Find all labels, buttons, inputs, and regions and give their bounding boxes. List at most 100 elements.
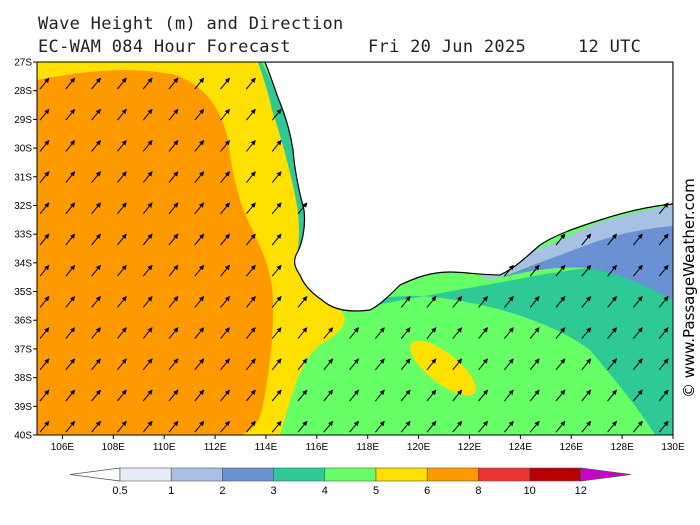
direction-arrow xyxy=(555,389,566,402)
lat-tick-label: 31S xyxy=(14,172,32,183)
direction-arrow xyxy=(91,77,101,90)
direction-arrow xyxy=(246,140,256,152)
direction-arrow xyxy=(142,264,153,277)
lon-tick-label: 116E xyxy=(306,442,329,453)
direction-arrow xyxy=(246,171,256,183)
direction-arrow xyxy=(607,296,617,308)
lat-tick-label: 40S xyxy=(14,431,32,442)
direction-arrow xyxy=(194,233,205,246)
direction-arrow xyxy=(452,358,463,371)
direction-arrow xyxy=(39,202,50,215)
direction-arrow xyxy=(65,358,76,371)
direction-arrow xyxy=(504,452,513,463)
direction-arrow xyxy=(39,358,50,371)
wave-band-1-2m xyxy=(480,205,673,280)
direction-arrow xyxy=(581,358,592,371)
direction-arrow xyxy=(221,452,230,463)
direction-arrow xyxy=(581,327,592,339)
direction-arrow xyxy=(350,452,359,463)
direction-arrow xyxy=(658,327,669,339)
direction-arrow xyxy=(117,327,127,339)
legend-swatch xyxy=(375,467,428,482)
direction-arrow xyxy=(65,108,76,121)
direction-arrow xyxy=(142,171,153,183)
direction-arrow xyxy=(194,389,205,402)
direction-arrow xyxy=(658,233,669,246)
direction-arrow xyxy=(39,264,50,277)
direction-arrow xyxy=(246,108,256,121)
direction-arrow xyxy=(194,327,205,339)
direction-arrow xyxy=(246,327,256,339)
direction-arrow xyxy=(91,140,101,152)
lat-tick-label: 34S xyxy=(14,258,32,269)
direction-arrow xyxy=(194,420,205,433)
australia-landmass xyxy=(264,62,673,312)
direction-arrow xyxy=(400,358,411,371)
direction-arrow xyxy=(555,327,566,339)
direction-arrow xyxy=(142,327,153,339)
direction-arrow xyxy=(529,296,540,308)
direction-arrow xyxy=(246,296,256,308)
direction-arrow xyxy=(168,264,179,277)
direction-arrow xyxy=(426,358,437,371)
direction-arrow xyxy=(323,420,334,433)
direction-arrow xyxy=(427,452,436,463)
legend-swatch xyxy=(170,467,223,482)
legend-label: 3 xyxy=(271,485,277,497)
direction-arrow xyxy=(349,327,359,339)
direction-arrow xyxy=(426,296,437,308)
direction-arrow xyxy=(607,233,617,246)
direction-arrow xyxy=(271,327,282,339)
lon-tick-label: 128E xyxy=(610,442,634,453)
direction-arrow xyxy=(65,77,76,90)
direction-arrow xyxy=(607,420,617,433)
direction-arrow xyxy=(220,358,230,371)
direction-arrow xyxy=(271,358,282,371)
direction-arrow xyxy=(297,358,308,371)
direction-arrow xyxy=(581,233,592,246)
direction-arrow xyxy=(685,109,694,120)
lon-tick-label: 114E xyxy=(255,442,278,453)
direction-arrow xyxy=(39,389,50,402)
lat-tick-label: 30S xyxy=(14,144,32,155)
direction-arrow xyxy=(685,452,694,463)
direction-arrow xyxy=(91,420,101,433)
direction-arrow xyxy=(39,296,50,308)
direction-arrow xyxy=(349,358,359,371)
direction-arrow xyxy=(39,171,50,183)
direction-arrow xyxy=(246,233,256,246)
direction-arrow xyxy=(555,296,566,308)
wave-band-3-4m xyxy=(350,260,673,435)
direction-arrow xyxy=(633,296,643,308)
direction-arrow xyxy=(530,452,539,463)
lon-tick-label: 122E xyxy=(458,442,482,453)
direction-arrow xyxy=(555,264,566,277)
latitude-axis: 27S 28S 29S 30S 31S 32S 33S 34S 35S 36S 37S 38S 39S 4… xyxy=(14,58,37,442)
direction-arrow xyxy=(297,296,308,308)
direction-arrow xyxy=(400,420,411,433)
direction-arrow xyxy=(658,296,669,308)
direction-arrow xyxy=(608,452,617,463)
legend-swatch xyxy=(324,467,377,482)
direction-arrow xyxy=(271,202,282,215)
direction-arrow xyxy=(246,77,256,90)
direction-arrow xyxy=(65,264,76,277)
map-frame xyxy=(36,61,674,436)
direction-arrow xyxy=(555,233,566,246)
lat-tick-label: 36S xyxy=(14,316,32,327)
direction-arrow xyxy=(375,389,385,402)
direction-arrow xyxy=(168,77,179,90)
direction-arrow xyxy=(168,389,179,402)
direction-arrow xyxy=(117,296,127,308)
direction-arrow xyxy=(169,452,178,463)
direction-arrow xyxy=(220,296,230,308)
direction-arrow xyxy=(143,452,152,463)
direction-arrow xyxy=(633,389,643,402)
direction-arrow xyxy=(246,358,256,371)
direction-arrow xyxy=(271,420,282,433)
direction-arrow xyxy=(633,358,643,371)
legend-low-cap xyxy=(69,467,121,482)
direction-arrow xyxy=(581,296,592,308)
direction-arrow xyxy=(91,171,101,183)
direction-arrow xyxy=(375,358,385,371)
